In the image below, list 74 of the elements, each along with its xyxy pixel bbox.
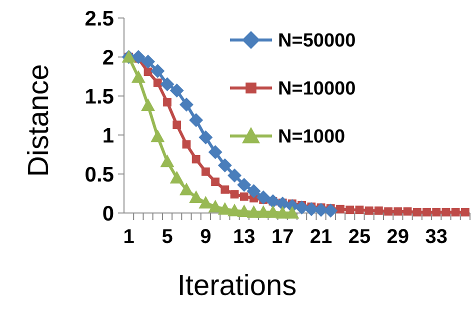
x-axis-title: Iterations: [177, 270, 297, 302]
point: [294, 200, 309, 215]
point: [131, 70, 146, 83]
point: [189, 113, 204, 128]
x-tick-label: 25: [348, 226, 371, 248]
point: [198, 130, 213, 144]
point: [170, 84, 184, 98]
y-tick-label: 2: [102, 46, 114, 70]
x-tick-label: 1: [123, 226, 134, 248]
point: [228, 168, 242, 183]
y-tick-label: 0.5: [84, 163, 114, 186]
x-tick-label: 21: [310, 226, 332, 248]
point: [172, 120, 182, 130]
x-tick-label: 13: [233, 226, 256, 248]
x-tick-label: 33: [425, 226, 448, 248]
point: [256, 190, 270, 204]
point: [432, 208, 441, 216]
legend-label: N=1000: [278, 126, 346, 148]
point: [208, 200, 222, 212]
point: [211, 178, 220, 186]
point: [422, 208, 431, 216]
point: [403, 207, 412, 216]
legend-label: N=50000: [278, 30, 356, 52]
point: [237, 178, 252, 192]
point: [285, 206, 300, 219]
point: [179, 98, 194, 112]
y-axis-title: Distance: [23, 64, 55, 177]
point: [182, 140, 191, 149]
x-tick-label: 17: [271, 226, 294, 248]
point: [160, 77, 174, 92]
point: [179, 182, 194, 196]
point: [374, 206, 383, 215]
point: [192, 154, 200, 164]
point: [394, 207, 402, 216]
point: [240, 192, 248, 201]
point: [442, 208, 450, 216]
point: [141, 54, 156, 69]
point: [364, 206, 374, 215]
point: [153, 78, 162, 87]
point: [208, 145, 222, 160]
point: [189, 190, 204, 203]
point: [141, 98, 156, 111]
y-tick-label: 1.5: [84, 85, 114, 108]
point: [201, 167, 210, 176]
point: [230, 190, 239, 198]
point: [336, 204, 344, 214]
point: [218, 202, 232, 215]
point: [460, 208, 470, 216]
point: [160, 154, 174, 168]
x-tick-label: 29: [386, 226, 410, 248]
x-tick-label: 9: [200, 226, 212, 248]
y-tick-label: 1: [102, 124, 114, 148]
point: [451, 208, 460, 216]
y-tick-label: 0: [102, 202, 114, 226]
point: [144, 68, 152, 76]
y-tick-label: 2.5: [84, 7, 114, 30]
legend-label: N=10000: [278, 78, 356, 100]
point: [384, 207, 393, 216]
point: [150, 64, 165, 78]
point: [170, 170, 184, 184]
point: [266, 205, 280, 218]
x-tick-label: 5: [162, 226, 173, 248]
point: [412, 208, 422, 216]
point: [220, 185, 230, 194]
point: [150, 130, 165, 142]
point: [218, 158, 232, 172]
point: [346, 206, 354, 214]
point: [304, 202, 318, 216]
point: [246, 184, 261, 198]
point: [198, 196, 213, 208]
point: [324, 204, 338, 218]
point: [355, 206, 364, 214]
point: [163, 98, 172, 106]
point: [314, 202, 328, 217]
